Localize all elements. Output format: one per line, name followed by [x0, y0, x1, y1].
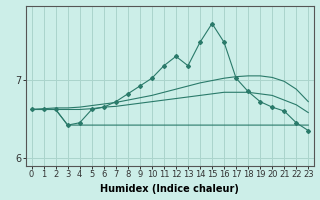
- X-axis label: Humidex (Indice chaleur): Humidex (Indice chaleur): [100, 184, 239, 194]
